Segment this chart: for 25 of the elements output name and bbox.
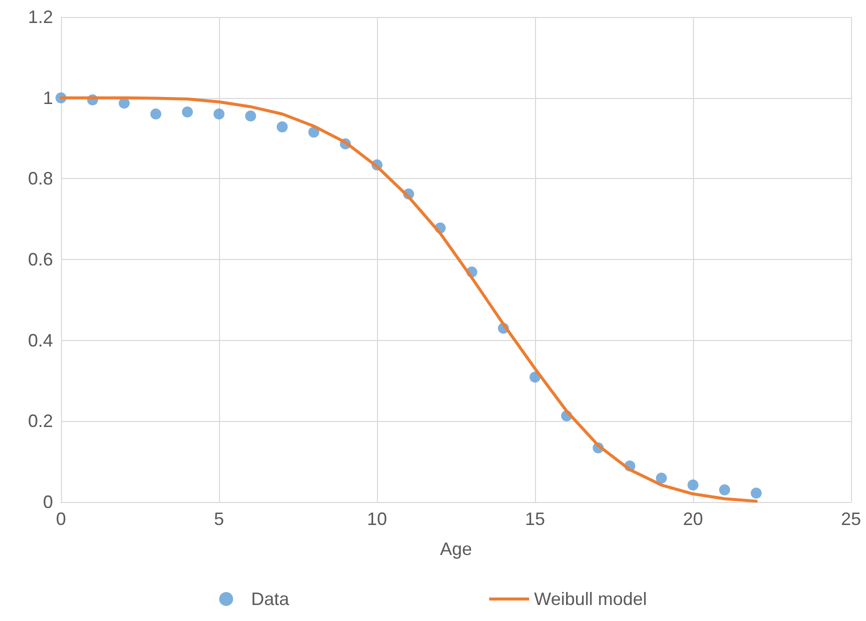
- point: [150, 108, 162, 120]
- point: [719, 484, 730, 496]
- legend-label: Data: [251, 589, 290, 609]
- x-tick-label: 5: [214, 509, 224, 529]
- point: [750, 488, 762, 499]
- y-tick-label: 1.2: [28, 7, 53, 27]
- y-tick-label: 0: [42, 492, 53, 512]
- point: [276, 121, 288, 132]
- x-tick-label: 25: [840, 509, 862, 529]
- x-tick-label: 0: [56, 509, 66, 529]
- y-tick-label: 0.4: [28, 330, 53, 350]
- x-tick-label: 15: [524, 509, 546, 529]
- y-tick-label: 0.6: [28, 250, 53, 270]
- y-tick-label: 0.8: [28, 168, 53, 189]
- x-axis-title: Age: [440, 539, 472, 559]
- point: [688, 480, 698, 491]
- x-tick-label: 20: [682, 509, 704, 529]
- y-tick-label: 1: [42, 88, 53, 108]
- point: [245, 110, 256, 122]
- x-tick-label: 10: [366, 509, 388, 529]
- point: [656, 472, 667, 484]
- point: [182, 106, 193, 118]
- y-tick-label: 0.2: [28, 411, 53, 432]
- legend-label: Weibull model: [534, 589, 647, 609]
- point: [214, 108, 224, 120]
